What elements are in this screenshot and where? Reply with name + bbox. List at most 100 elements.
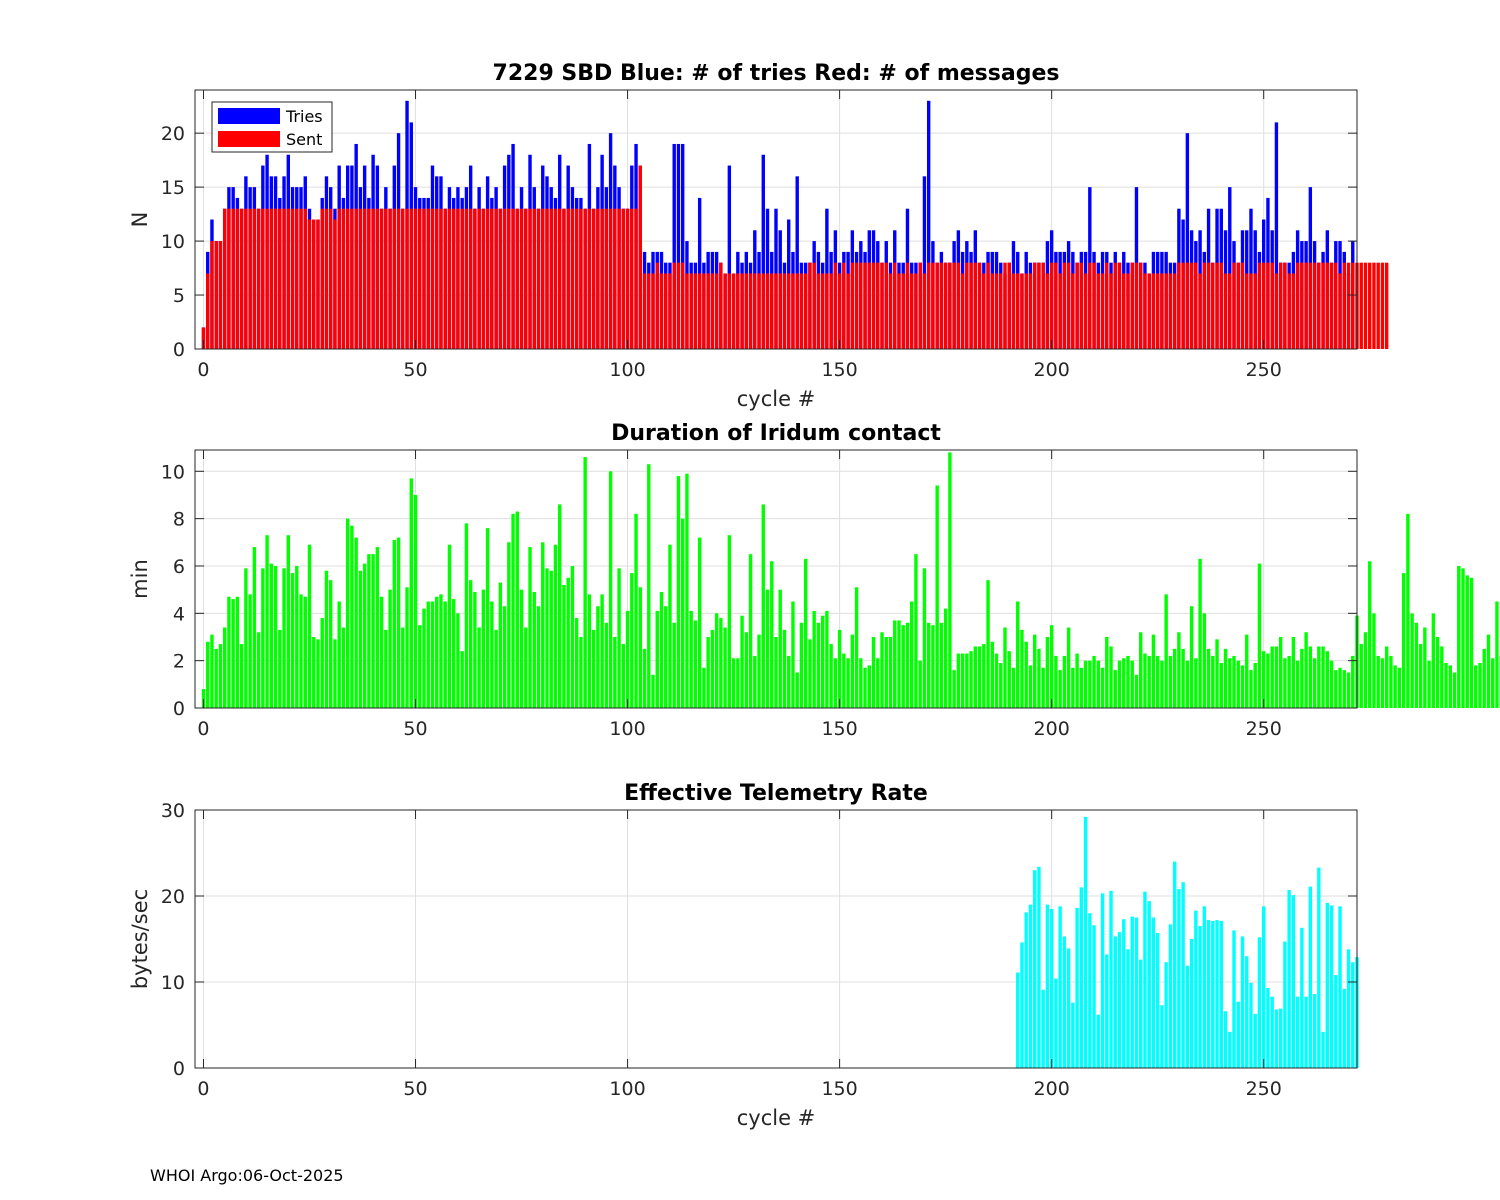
bar-sent xyxy=(1325,262,1330,349)
bar-sent xyxy=(316,219,320,349)
bar-series-1 xyxy=(329,580,333,708)
bar-sent xyxy=(1308,262,1313,349)
footer-label: WHOI Argo:06-Oct-2025 xyxy=(150,1166,344,1185)
bar-series-1 xyxy=(1312,994,1317,1068)
bar-sent xyxy=(591,208,596,349)
bar-series-1 xyxy=(231,599,235,708)
bar-series-1 xyxy=(706,636,710,708)
bar-series-1 xyxy=(1262,906,1266,1068)
bar-series-1 xyxy=(1092,655,1096,708)
bar-sent xyxy=(1122,273,1126,349)
bar-series-1 xyxy=(1062,655,1067,708)
bar-series-1 xyxy=(1325,651,1330,708)
bar-series-1 xyxy=(668,544,672,708)
bar-series-1 xyxy=(829,644,833,708)
bar-series-1 xyxy=(1185,660,1190,708)
bar-series-1 xyxy=(1016,972,1020,1068)
bar-sent xyxy=(1041,262,1045,349)
bar-series-1 xyxy=(1448,665,1452,708)
bar-series-1 xyxy=(265,535,269,708)
bar-series-1 xyxy=(481,589,486,708)
bar-series-1 xyxy=(350,525,354,708)
bar-sent xyxy=(642,273,647,349)
bar-series-1 xyxy=(235,596,240,708)
bar-series-1 xyxy=(604,622,609,708)
x-tick-label: 50 xyxy=(403,359,427,381)
bar-series-1 xyxy=(286,535,290,708)
bar-sent xyxy=(744,273,749,349)
bar-series-1 xyxy=(977,646,982,708)
bar-series-1 xyxy=(570,565,575,708)
bar-sent xyxy=(808,262,812,349)
bar-series-1 xyxy=(201,689,206,708)
bar-series-1 xyxy=(460,651,464,708)
bar-series-1 xyxy=(574,618,579,708)
bar-sent xyxy=(1363,262,1368,349)
bar-sent xyxy=(1253,273,1257,349)
bar-sent xyxy=(880,262,884,349)
bar-sent xyxy=(473,208,477,349)
bar-sent xyxy=(329,208,333,349)
bar-sent xyxy=(829,273,833,349)
bar-series-1 xyxy=(608,471,613,708)
bar-series-1 xyxy=(1189,606,1194,708)
bar-series-1 xyxy=(935,485,939,708)
bar-series-1 xyxy=(1329,660,1334,708)
bar-series-1 xyxy=(770,561,774,708)
bar-series-1 xyxy=(545,568,549,708)
bar-series-1 xyxy=(990,641,994,708)
bar-series-1 xyxy=(1368,561,1372,708)
bar-sent xyxy=(269,208,274,349)
bar-sent xyxy=(931,262,935,349)
bar-series-1 xyxy=(1189,939,1194,1068)
bar-series-1 xyxy=(1325,902,1330,1068)
bar-sent xyxy=(524,208,528,349)
bar-series-1 xyxy=(1037,648,1041,708)
bar-series-1 xyxy=(1075,908,1079,1068)
y-tick-label: 10 xyxy=(161,461,185,483)
bar-sent xyxy=(871,262,876,349)
bar-series-1 xyxy=(214,648,218,708)
bar-sent xyxy=(1278,262,1283,349)
bar-sent xyxy=(608,208,613,349)
y-axis-label: bytes/sec xyxy=(128,889,152,989)
bar-series-1 xyxy=(1071,1002,1075,1068)
bar-series-1 xyxy=(1270,996,1274,1068)
bar-series-1 xyxy=(1028,665,1033,708)
bar-series-1 xyxy=(727,535,732,708)
bar-sent xyxy=(1223,273,1228,349)
bar-sent xyxy=(562,208,566,349)
bar-series-1 xyxy=(583,457,587,708)
bar-sent xyxy=(507,208,511,349)
bar-series-1 xyxy=(693,620,698,708)
bar-series-1 xyxy=(1198,926,1202,1068)
bar-sent xyxy=(464,208,469,349)
bar-series-1 xyxy=(218,644,223,708)
bar-sent xyxy=(1262,262,1266,349)
bar-sent xyxy=(922,273,927,349)
bar-series-1 xyxy=(854,587,859,708)
bar-series-1 xyxy=(761,504,765,708)
bar-series-1 xyxy=(982,644,986,708)
bar-series-1 xyxy=(986,580,990,708)
bar-series-1 xyxy=(736,658,740,708)
bar-sent xyxy=(1257,262,1262,349)
bar-sent xyxy=(345,208,350,349)
bar-sent xyxy=(1295,262,1300,349)
bar-sent xyxy=(558,208,562,349)
bar-series-1 xyxy=(1037,866,1041,1068)
bar-sent xyxy=(341,208,346,349)
bar-sent xyxy=(1062,262,1067,349)
bar-sent xyxy=(553,208,558,349)
bar-series-1 xyxy=(1066,627,1071,708)
bar-sent xyxy=(256,208,261,349)
bar-series-1 xyxy=(1495,601,1499,708)
bar-series-1 xyxy=(625,610,630,708)
bar-sent xyxy=(761,273,765,349)
x-tick-label: 0 xyxy=(197,359,209,381)
bar-series-1 xyxy=(227,596,231,708)
bar-sent xyxy=(1274,273,1279,349)
bar-sent xyxy=(986,262,990,349)
bar-series-1 xyxy=(1397,667,1402,708)
y-tick-label: 30 xyxy=(161,800,185,822)
